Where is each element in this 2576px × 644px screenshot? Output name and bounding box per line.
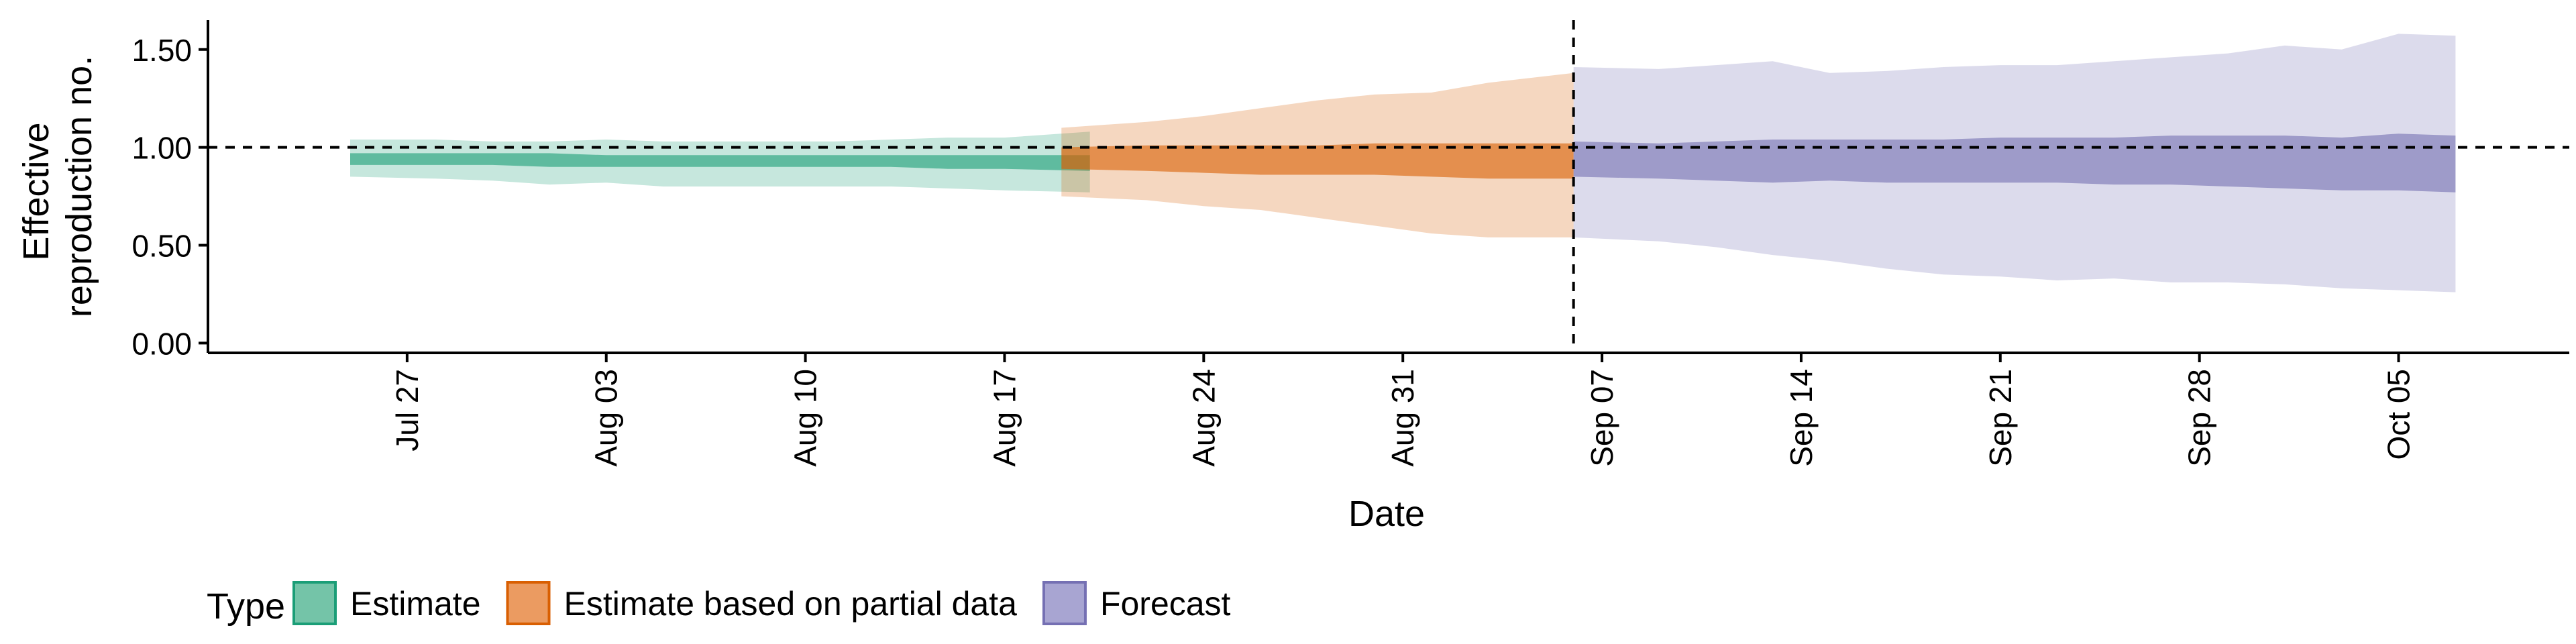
- legend-label-estimate: Estimate: [350, 585, 481, 623]
- x-tick-label: Oct 05: [2381, 369, 2416, 460]
- x-tick-label: Sep 07: [1585, 369, 1619, 467]
- legend-key-estimate-based-on-partial-data: [506, 581, 551, 625]
- legend-title: Type: [207, 586, 285, 627]
- y-tick-label: 1.00: [131, 131, 192, 166]
- band-50-estimate: [350, 153, 1090, 171]
- axes: [207, 20, 2569, 354]
- legend-key-forecast: [1042, 581, 1087, 625]
- legend: Type Estimate Estimate based on partial d…: [207, 581, 1231, 627]
- y-axis-ticks: 0.00 0.50 1.00 1.50: [131, 33, 208, 361]
- x-tick-label: Sep 28: [2182, 369, 2217, 467]
- y-axis-title-line-2: reproduction no.: [59, 56, 99, 317]
- legend-key-estimate: [292, 581, 337, 625]
- y-axis-title-line-1: Effective: [16, 122, 56, 260]
- x-tick-label: Aug 17: [987, 369, 1022, 467]
- y-tick-label: 0.00: [131, 326, 192, 361]
- y-axis-title: Effective reproduction no.: [16, 56, 99, 317]
- y-tick-label: 0.50: [131, 229, 192, 264]
- x-tick-label: Jul 27: [390, 369, 425, 451]
- y-tick-label: 1.50: [131, 33, 192, 68]
- x-tick-label: Aug 10: [788, 369, 823, 467]
- x-tick-label: Sep 14: [1784, 369, 1819, 467]
- x-axis-ticks: Jul 27 Aug 03 Aug 10 Aug 17 Aug 24 Aug 31 Sep …: [390, 353, 2416, 467]
- legend-label-forecast: Forecast: [1100, 585, 1231, 623]
- reference-lines: [208, 20, 2569, 353]
- x-tick-label: Aug 31: [1385, 369, 1420, 467]
- x-axis-title: Date: [1348, 494, 1425, 534]
- x-tick-label: Sep 21: [1983, 369, 2018, 467]
- legend-label-estimate-based-on-partial-data: Estimate based on partial data: [564, 585, 1018, 623]
- band-50-estimate-based-on-partial-data: [1061, 143, 1574, 179]
- x-tick-label: Aug 03: [589, 369, 624, 467]
- x-tick-label: Aug 24: [1186, 369, 1221, 467]
- bands-layer: [350, 34, 2456, 292]
